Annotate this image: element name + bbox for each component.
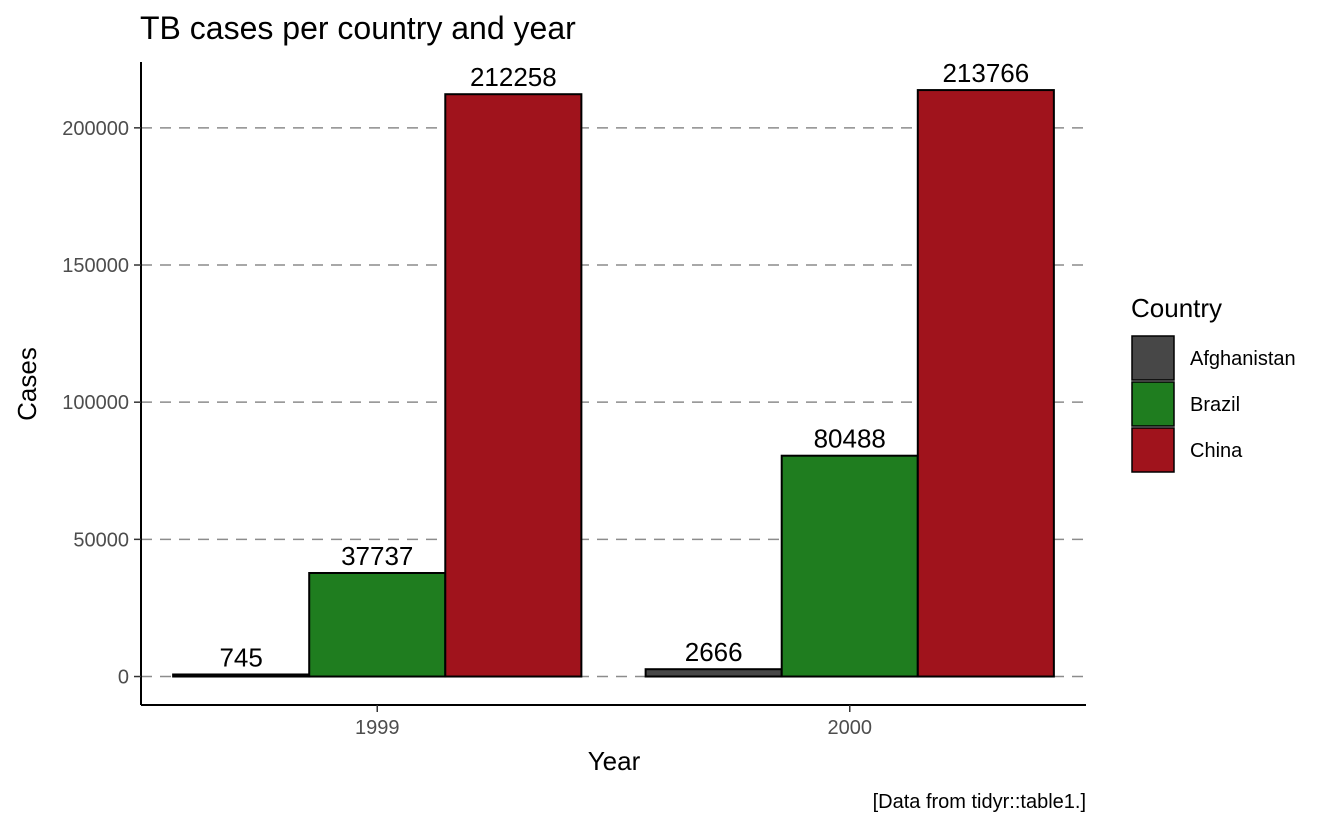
legend-label: China [1190, 440, 1243, 462]
caption: [Data from tidyr::table1.] [873, 791, 1086, 813]
bar-afghanistan-1999 [172, 673, 311, 678]
bar-brazil-1999 [308, 571, 447, 678]
y-tick-label: 0 [118, 667, 129, 689]
data-label: 2666 [685, 637, 743, 667]
bar-brazil-2000 [780, 454, 919, 678]
data-label: 745 [219, 642, 262, 672]
x-tick-label: 2000 [828, 717, 873, 739]
bar-china-2000 [916, 89, 1055, 678]
axes [140, 62, 1086, 706]
bars [172, 89, 1055, 678]
data-labels: 745 37737 212258 2666 80488 213766 [219, 58, 1029, 672]
x-ticks: 1999 2000 [355, 705, 872, 739]
x-axis-title: Year [588, 746, 641, 776]
data-label: 212258 [470, 62, 557, 92]
legend-swatch-afghanistan [1131, 335, 1175, 381]
y-axis-title: Cases [12, 347, 42, 421]
legend-swatch-brazil [1131, 381, 1175, 427]
bar-afghanistan-2000 [644, 668, 783, 678]
data-label: 213766 [942, 58, 1029, 88]
bar-china-1999 [444, 93, 583, 678]
y-tick-label: 50000 [73, 529, 129, 551]
legend-label: Afghanistan [1190, 348, 1296, 370]
y-tick-label: 200000 [62, 118, 129, 140]
legend-swatch-china [1131, 427, 1175, 473]
data-label: 80488 [814, 424, 886, 454]
y-tick-label: 100000 [62, 392, 129, 414]
x-tick-label: 1999 [355, 717, 400, 739]
legend-label: Brazil [1190, 394, 1240, 416]
legend: Country Afghanistan Brazil China [1131, 293, 1296, 473]
chart-title: TB cases per country and year [140, 10, 576, 46]
legend-title: Country [1131, 293, 1222, 323]
y-tick-label: 150000 [62, 255, 129, 277]
data-label: 37737 [341, 541, 413, 571]
y-ticks: 0 50000 100000 150000 200000 [62, 118, 141, 689]
